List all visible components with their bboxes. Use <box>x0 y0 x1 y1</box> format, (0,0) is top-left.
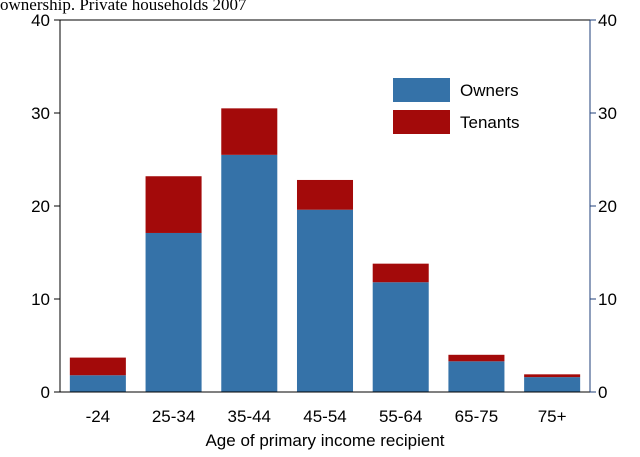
legend-label: Tenants <box>460 113 520 132</box>
legend-label: Owners <box>460 81 519 100</box>
bar-segment <box>524 377 581 392</box>
bar-segment <box>145 176 202 233</box>
bar-segment <box>448 354 505 362</box>
legend-swatch <box>393 110 450 134</box>
bar-segment <box>372 282 429 392</box>
y2-tick-label: 10 <box>598 290 617 309</box>
bar-segment <box>372 263 429 283</box>
y2-tick-label: 30 <box>598 104 617 123</box>
y2-tick-label: 40 <box>598 11 617 30</box>
x-tick-label: 55-64 <box>379 407 422 426</box>
y2-tick-label: 0 <box>598 383 607 402</box>
chart-title: ownership. Private households 2007 <box>0 0 247 14</box>
y-tick-label: 30 <box>31 104 50 123</box>
legend-swatch <box>393 78 450 102</box>
x-tick-label: 65-75 <box>455 407 498 426</box>
x-tick-label: 75+ <box>538 407 567 426</box>
x-tick-label: 35-44 <box>228 407 271 426</box>
bar-segment <box>69 357 126 376</box>
x-tick-label: 45-54 <box>303 407 346 426</box>
y-tick-label: 40 <box>31 11 50 30</box>
y2-tick-label: 20 <box>598 197 617 216</box>
x-axis-label: Age of primary income recipient <box>205 431 444 450</box>
x-tick-label: 25-34 <box>152 407 195 426</box>
bar-segment <box>69 375 126 392</box>
x-tick-label: -24 <box>86 407 111 426</box>
bar-segment <box>221 154 278 392</box>
bar-segment <box>448 361 505 392</box>
y-tick-label: 0 <box>41 383 50 402</box>
bar-segment <box>145 232 202 392</box>
bar-segment <box>524 374 581 378</box>
bar-segment <box>296 179 354 210</box>
bar-segment <box>221 108 278 155</box>
y-tick-label: 10 <box>31 290 50 309</box>
y-tick-label: 20 <box>31 197 50 216</box>
bar-segment <box>296 209 354 392</box>
